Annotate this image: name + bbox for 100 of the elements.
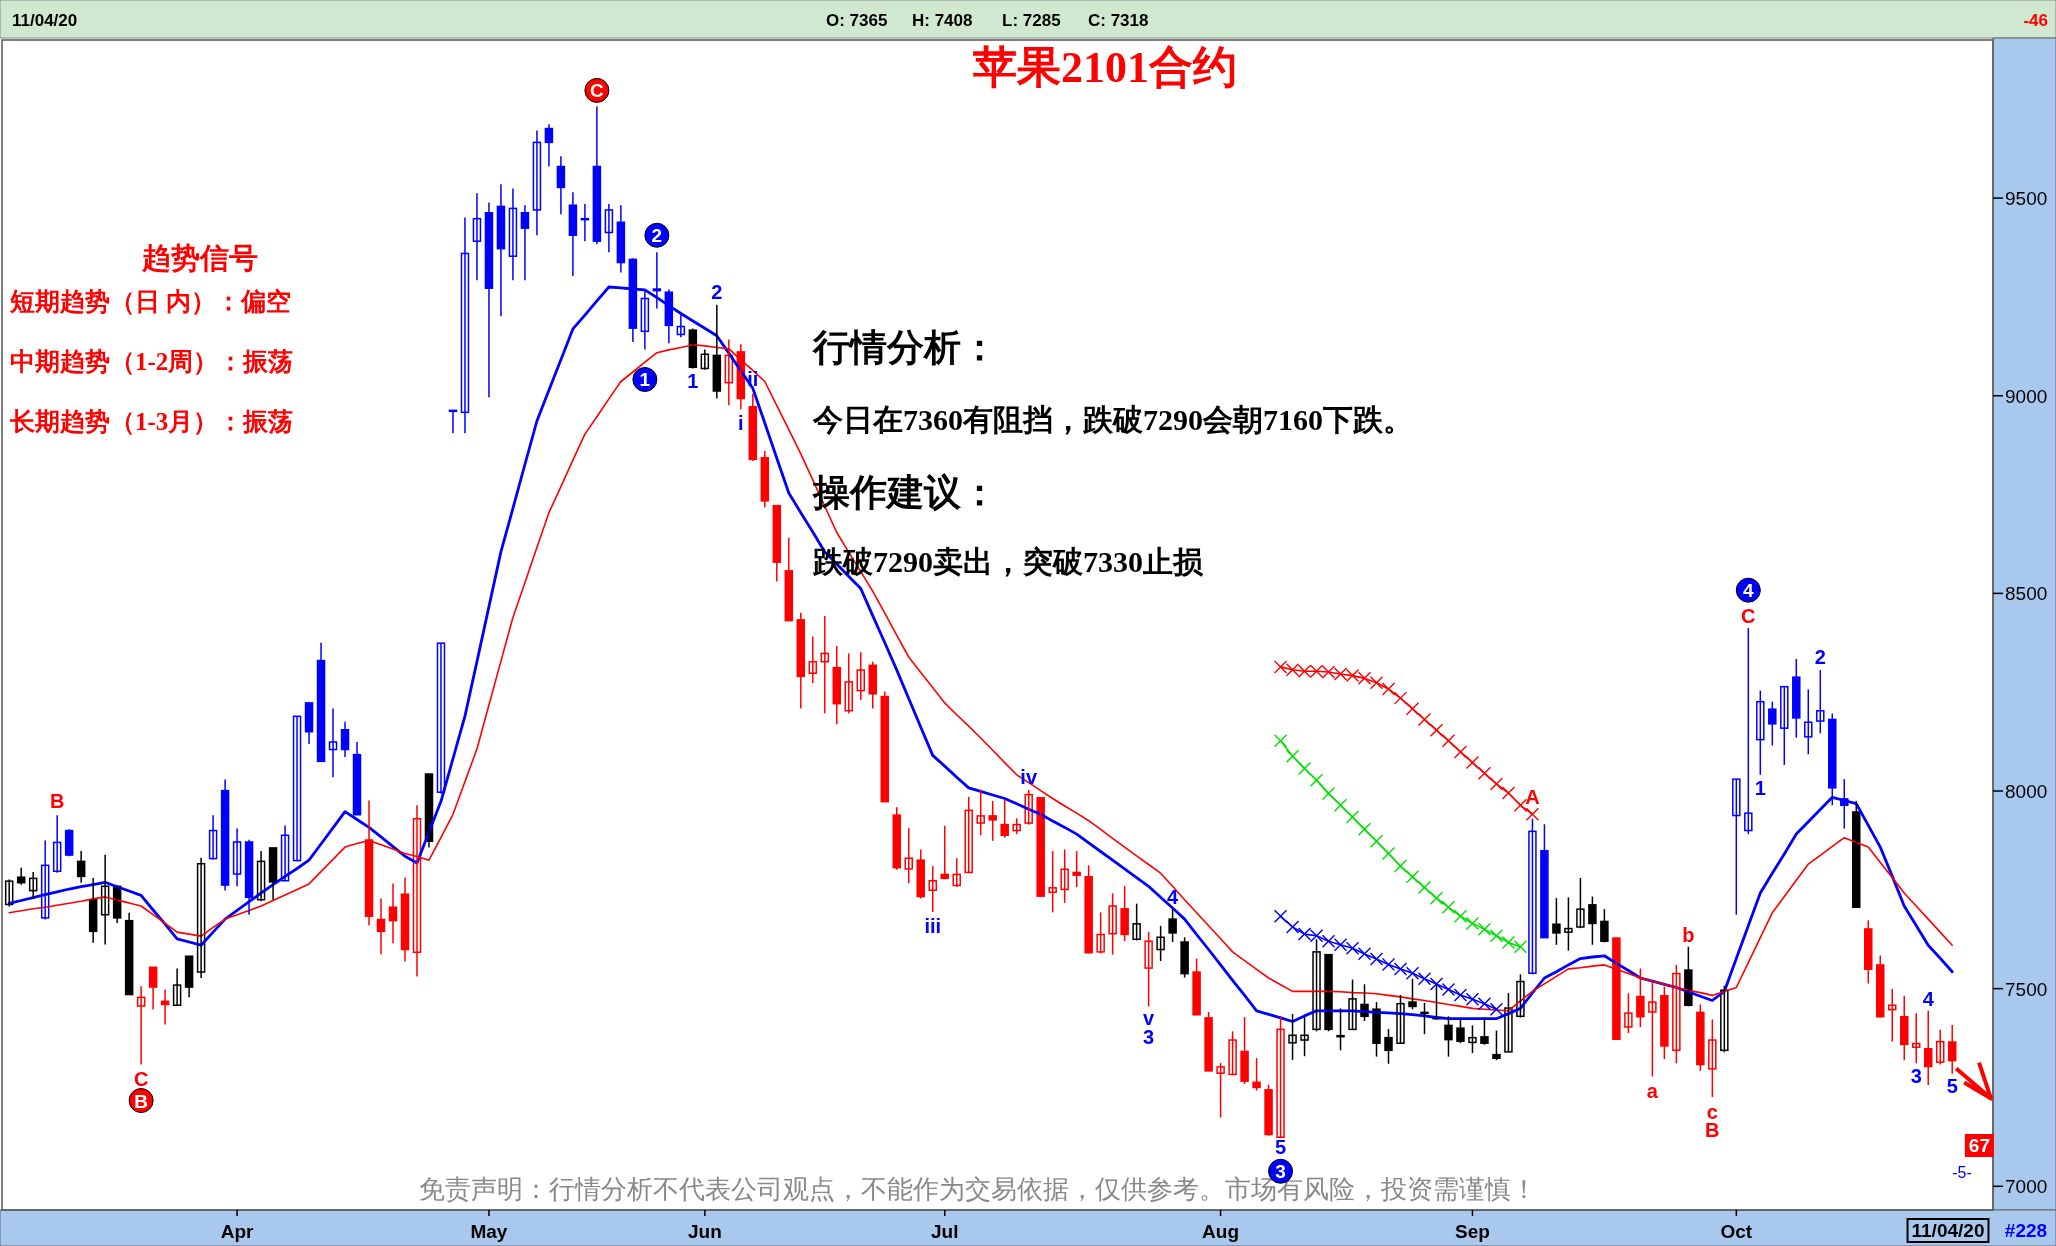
point [1429, 977, 1444, 991]
candlestick [1828, 712, 1837, 806]
point [1429, 891, 1444, 905]
point [1345, 810, 1360, 824]
point [1369, 834, 1384, 848]
candlestick [1456, 1017, 1465, 1044]
y-tick-label: 7000 [2005, 1176, 2048, 1198]
candlestick [1552, 897, 1561, 946]
candlestick [952, 857, 961, 888]
candlestick [1564, 896, 1573, 952]
candlestick [1060, 848, 1069, 904]
candlestick [1732, 778, 1741, 916]
candlestick [1804, 688, 1813, 755]
candlestick [1708, 1018, 1717, 1098]
point [1405, 966, 1420, 980]
y-tick-label: 8000 [2005, 781, 2048, 803]
point [1513, 940, 1528, 954]
x-tick-label: Sep [1455, 1221, 1490, 1242]
point [1285, 920, 1300, 934]
candlestick [1768, 700, 1777, 747]
point [1501, 935, 1516, 950]
candlestick [1756, 689, 1765, 776]
annotation: 2 [711, 280, 723, 303]
text: #228 [2004, 1220, 2048, 1241]
point [1417, 972, 1432, 986]
point [1465, 755, 1480, 770]
annotation: C [133, 1067, 149, 1090]
candlestick [1048, 850, 1057, 914]
chart-title: 苹果2101合约 [973, 43, 1237, 92]
text: H: 7408 [912, 11, 973, 30]
candlestick [1300, 1016, 1309, 1057]
annotation: 1 [1754, 776, 1766, 799]
point [1321, 934, 1336, 948]
text: 67 [1968, 1135, 1990, 1156]
y-tick-label: 7500 [2005, 978, 2048, 1000]
point [1405, 702, 1420, 716]
point [1369, 952, 1384, 966]
annotation: B [134, 1090, 148, 1112]
candlestick [964, 796, 973, 874]
point [1405, 870, 1420, 884]
point [1345, 941, 1360, 956]
point [1525, 807, 1540, 822]
point [1285, 749, 1300, 763]
candlestick [1792, 658, 1801, 739]
candlestick [1120, 885, 1129, 942]
candlestick [1780, 685, 1789, 766]
candlestick [916, 848, 925, 900]
point [1453, 988, 1468, 1002]
candlestick [1180, 936, 1189, 979]
point [1381, 682, 1396, 696]
text: 11/04/20 [1911, 1220, 1985, 1241]
candlestick [1600, 908, 1609, 944]
annotation: 5 [1946, 1074, 1958, 1097]
point [1309, 773, 1324, 788]
candlestick [1192, 957, 1201, 1016]
annotation: 短期趋势（日 内）：偏空 [9, 288, 292, 315]
candlestick [1408, 978, 1417, 1010]
point [1369, 676, 1384, 690]
point [1453, 909, 1468, 924]
candlestick [1588, 895, 1597, 946]
point [1477, 922, 1492, 937]
annotation: iii [924, 914, 942, 937]
point [1321, 786, 1336, 801]
candlestick [940, 825, 949, 880]
annotation: iv [1020, 765, 1038, 788]
y-tick-label: 8500 [2005, 583, 2048, 605]
annotation: 4 [1167, 885, 1180, 908]
candlestick [1480, 1016, 1489, 1046]
point [1381, 846, 1396, 861]
point [1381, 957, 1396, 972]
annotation: 行情分析： [812, 327, 998, 368]
annotation: 2 [1814, 646, 1826, 669]
point [1273, 734, 1288, 748]
annotation: i [738, 412, 744, 435]
point [1393, 859, 1408, 873]
point [1417, 712, 1432, 727]
annotation: 3 [1910, 1065, 1922, 1088]
annotation: 中期趋势（1-2周）：振荡 [10, 348, 294, 375]
candlestick [1132, 902, 1141, 942]
candlestick [1240, 1016, 1249, 1085]
text: C: 7318 [1088, 11, 1149, 30]
x-tick-label: Jul [931, 1221, 959, 1242]
point [1441, 900, 1456, 914]
point [1357, 947, 1372, 961]
annotation: -5- [1952, 1164, 1972, 1181]
point [1333, 798, 1348, 812]
annotation: 4 [1743, 580, 1755, 602]
point [1465, 916, 1480, 931]
text: L: 7285 [1002, 11, 1061, 30]
candlestick [1624, 992, 1633, 1034]
candlestick [1144, 930, 1153, 1008]
candlestick [988, 800, 997, 842]
candlestick [1000, 798, 1009, 839]
point [1489, 928, 1504, 943]
candlestick [1444, 1015, 1453, 1058]
text: O: 7365 [826, 11, 888, 30]
annotation: 1 [639, 369, 651, 391]
candlestick [1228, 1030, 1237, 1076]
point [1417, 880, 1432, 895]
point [1501, 786, 1516, 800]
